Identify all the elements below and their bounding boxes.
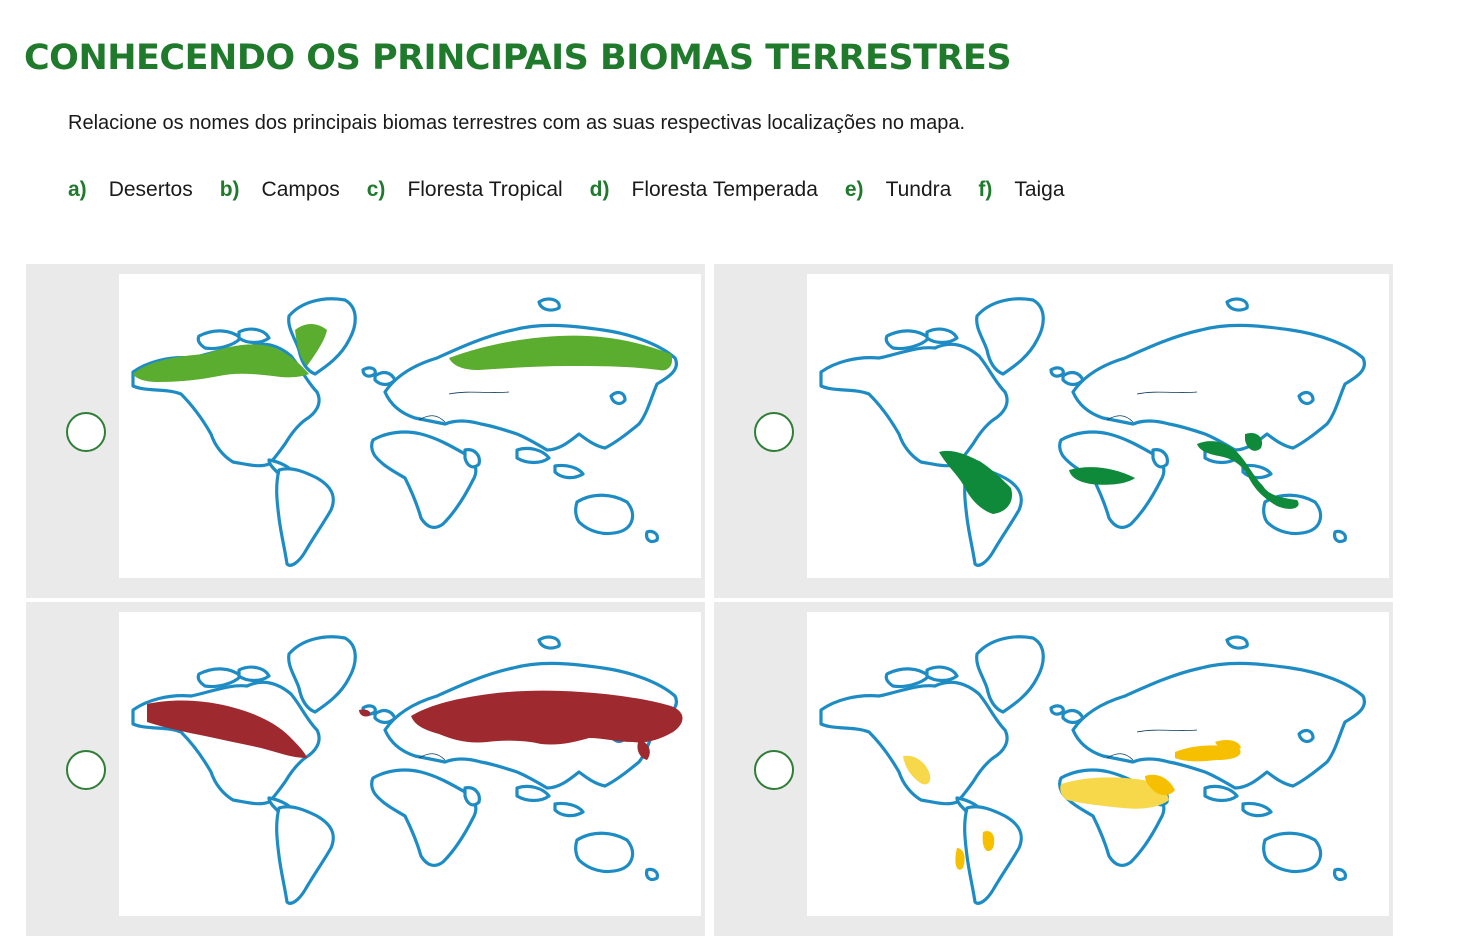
option-label: Floresta Tropical <box>407 178 563 201</box>
option-letter: d) <box>589 178 610 201</box>
option-label: Tundra <box>885 178 952 201</box>
map-card-tropical-forest <box>714 264 1393 598</box>
answer-radio-4[interactable] <box>754 750 794 790</box>
map-card-tundra <box>26 264 705 598</box>
option-e: e) Tundra <box>845 178 951 202</box>
world-map-svg <box>819 635 1367 905</box>
world-map-image <box>807 612 1389 916</box>
instruction-text: Relacione os nomes dos principais biomas… <box>68 112 966 134</box>
biome-region-desert <box>1060 777 1169 809</box>
option-letter: f) <box>978 178 993 201</box>
answer-radio-3[interactable] <box>66 750 106 790</box>
world-map-image <box>807 274 1389 578</box>
world-map-svg <box>131 297 679 567</box>
biome-options-list: a) Desertos b) Campos c) Floresta Tropical … <box>68 178 1092 202</box>
option-c: c) Floresta Tropical <box>367 178 563 202</box>
option-d: d) Floresta Temperada <box>590 178 818 202</box>
option-letter: b) <box>219 178 240 201</box>
option-label: Campos <box>261 178 340 201</box>
world-map-svg <box>819 297 1367 567</box>
answer-radio-1[interactable] <box>66 412 106 452</box>
page-title: CONHECENDO OS PRINCIPAIS BIOMAS TERRESTR… <box>24 38 1012 78</box>
option-letter: a) <box>68 178 87 201</box>
biome-region-taiga <box>147 700 307 758</box>
world-map-svg <box>131 635 683 905</box>
biome-maps-grid <box>26 264 1394 936</box>
option-label: Taiga <box>1014 178 1065 201</box>
map-card-taiga <box>26 602 705 936</box>
option-label: Floresta Temperada <box>631 178 818 201</box>
map-card-deserts <box>714 602 1393 936</box>
option-f: f) Taiga <box>978 178 1064 202</box>
option-b: b) Campos <box>220 178 340 202</box>
biome-region-tropical-forest <box>939 450 1013 514</box>
answer-radio-2[interactable] <box>754 412 794 452</box>
option-label: Desertos <box>108 178 193 201</box>
world-map-image <box>119 612 701 916</box>
world-map-image <box>119 274 701 578</box>
option-a: a) Desertos <box>68 178 193 202</box>
biome-region-tundra <box>133 344 309 382</box>
option-letter: c) <box>366 178 386 201</box>
option-letter: e) <box>844 178 864 201</box>
